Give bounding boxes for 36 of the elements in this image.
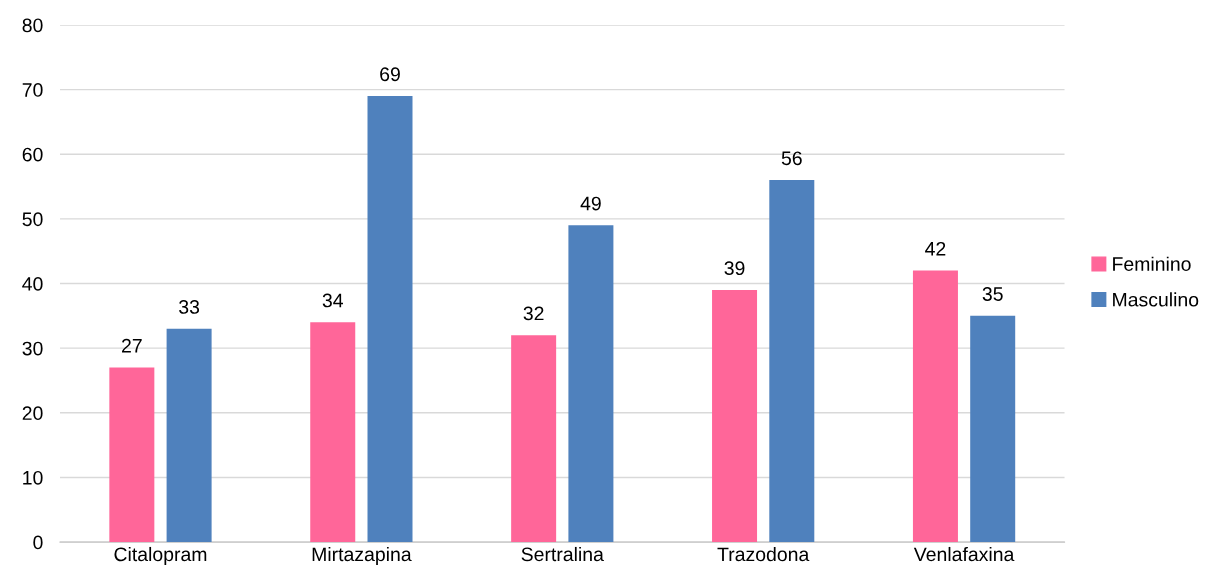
- y-tick-label: 80: [22, 18, 43, 33]
- data-label: 27: [122, 338, 142, 353]
- data-label: 56: [781, 151, 802, 166]
- y-tick-label: 60: [22, 147, 43, 162]
- data-label: 32: [523, 306, 544, 321]
- legend-label: Feminino: [1113, 256, 1191, 271]
- y-tick-label: 70: [22, 83, 43, 97]
- bar: [769, 180, 815, 543]
- x-tick-label: Mirtazapina: [312, 546, 412, 566]
- y-tick-label: 10: [23, 470, 43, 485]
- bar: [310, 322, 356, 543]
- data-label: 69: [380, 67, 400, 82]
- bar: [568, 225, 614, 543]
- data-label: 39: [724, 261, 745, 276]
- x-tick-label: Trazodona: [717, 546, 810, 562]
- x-tick-label: Sertralina: [521, 546, 604, 562]
- data-label: 34: [322, 293, 343, 308]
- y-tick-label: 50: [22, 212, 43, 227]
- bar: [367, 96, 413, 543]
- y-tick-label: 40: [22, 277, 43, 291]
- y-tick-label: 20: [22, 406, 43, 421]
- data-label: 33: [179, 300, 200, 314]
- y-tick-label: 30: [22, 341, 43, 356]
- bar: [166, 328, 212, 543]
- x-tick-label: Venlafaxina: [913, 546, 1015, 562]
- bar: [109, 367, 155, 543]
- bar: [970, 315, 1016, 543]
- bar: [712, 289, 758, 543]
- data-label: 42: [925, 241, 946, 256]
- legend-label: Masculino: [1113, 292, 1199, 307]
- bar: [511, 335, 557, 543]
- y-tick-label: 0: [33, 535, 43, 550]
- data-label: 49: [580, 196, 601, 211]
- x-tick-label: Citalopram: [114, 546, 207, 566]
- bar: [912, 270, 958, 543]
- data-label: 35: [982, 287, 1003, 301]
